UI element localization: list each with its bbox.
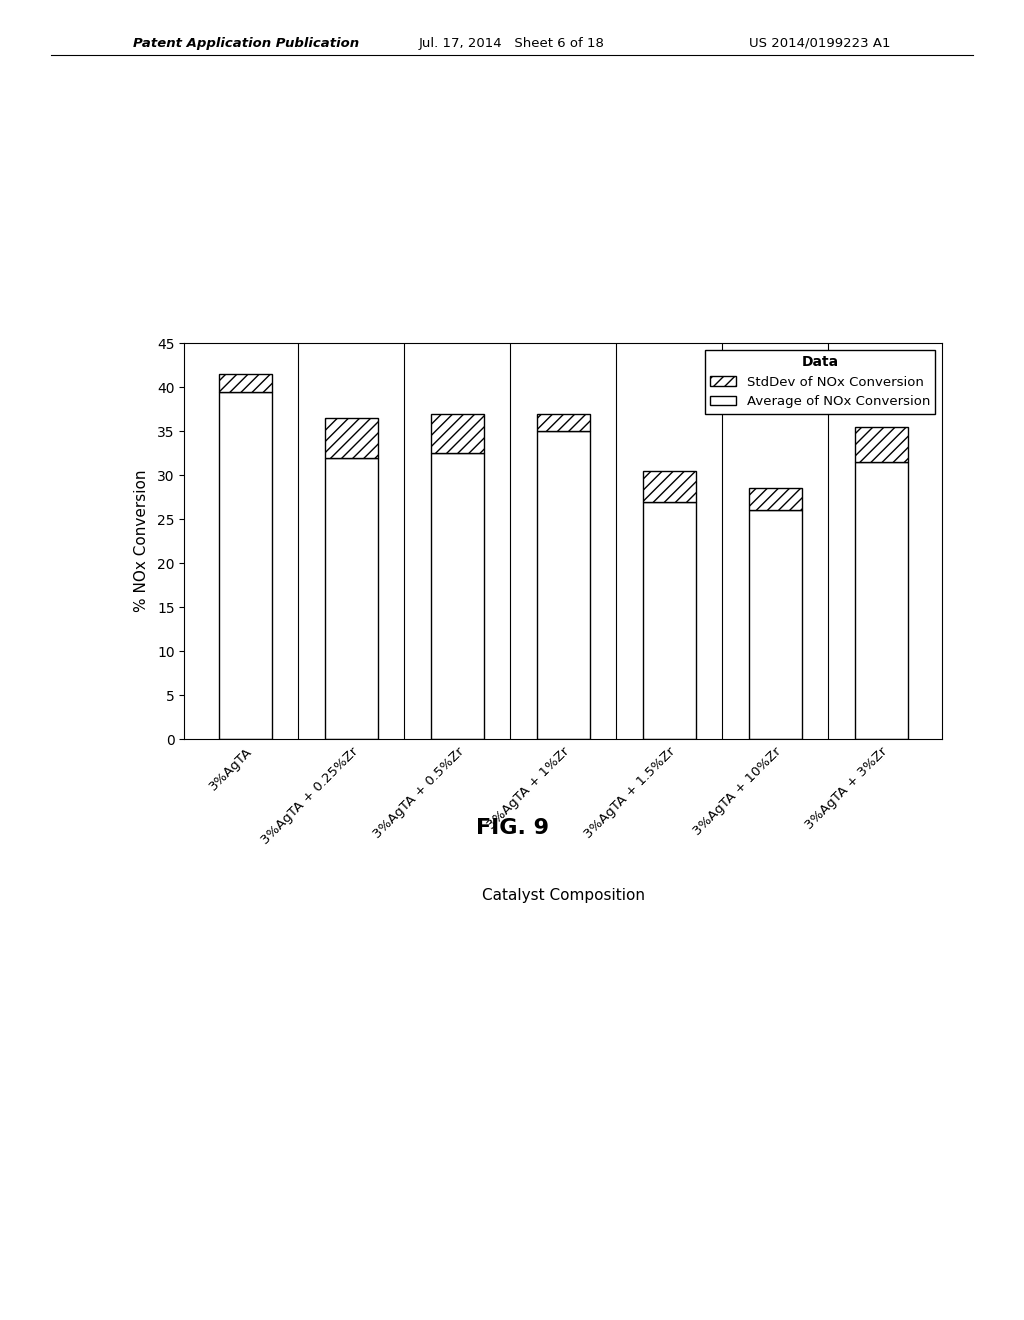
Bar — [749, 488, 802, 511]
Bar — [537, 432, 590, 739]
Text: US 2014/0199223 A1: US 2014/0199223 A1 — [750, 37, 891, 50]
Bar — [749, 511, 802, 739]
Y-axis label: % NOx Conversion: % NOx Conversion — [134, 470, 148, 612]
Bar — [325, 418, 378, 458]
Bar — [219, 374, 271, 392]
Text: Patent Application Publication: Patent Application Publication — [133, 37, 359, 50]
Bar — [219, 392, 271, 739]
Bar — [643, 502, 695, 739]
Bar — [855, 426, 907, 462]
Bar — [537, 413, 590, 432]
Bar — [431, 453, 483, 739]
Legend: StdDev of NOx Conversion, Average of NOx Conversion: StdDev of NOx Conversion, Average of NOx… — [705, 350, 936, 413]
Bar — [643, 471, 695, 502]
Bar — [855, 462, 907, 739]
Text: Jul. 17, 2014   Sheet 6 of 18: Jul. 17, 2014 Sheet 6 of 18 — [419, 37, 605, 50]
Bar — [431, 413, 483, 453]
Text: FIG. 9: FIG. 9 — [475, 818, 549, 838]
Bar — [325, 458, 378, 739]
X-axis label: Catalyst Composition: Catalyst Composition — [481, 888, 645, 903]
